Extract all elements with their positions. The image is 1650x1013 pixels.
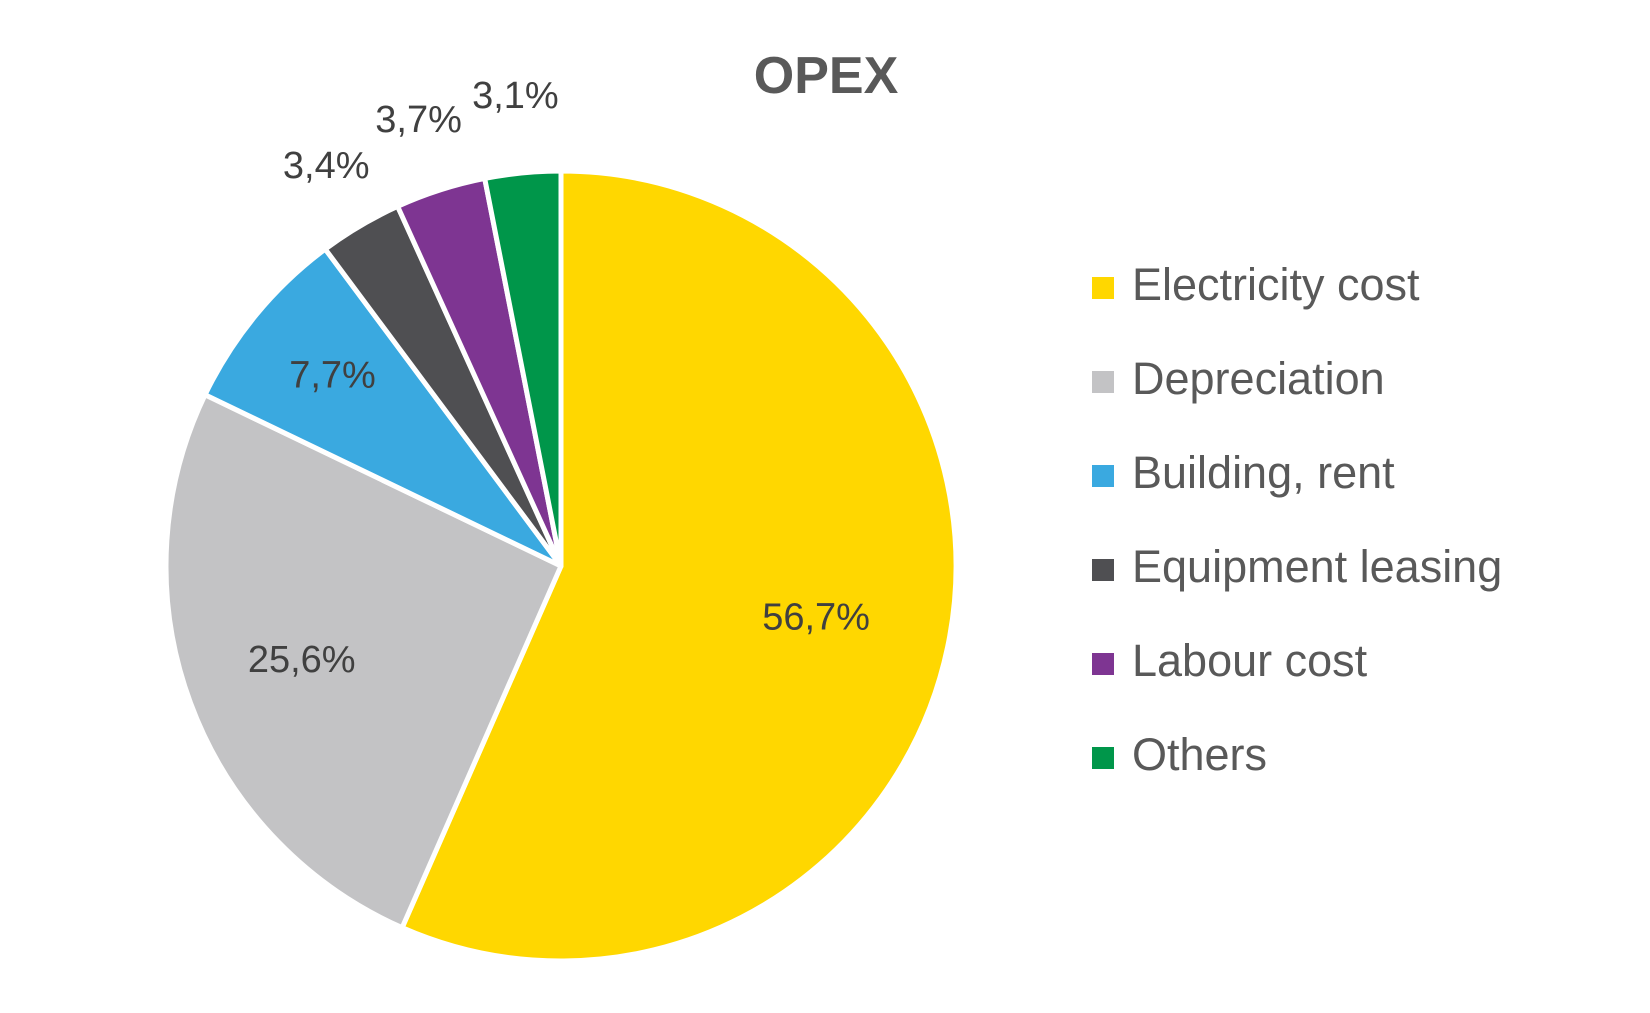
data-label-others: 3,1% — [472, 75, 559, 117]
legend-label-electricity-cost: Electricity cost — [1132, 259, 1420, 310]
pie-slice-others — [482, 168, 564, 569]
legend-item-others: Others — [1092, 729, 1267, 780]
legend-item-depreciation: Depreciation — [1092, 353, 1385, 404]
legend-item-labour-cost: Labour cost — [1092, 635, 1368, 686]
legend-label-equipment-leasing: Equipment leasing — [1132, 541, 1502, 592]
legend-label-labour-cost: Labour cost — [1132, 635, 1368, 686]
data-label-depreciation: 25,6% — [248, 639, 356, 681]
data-label-labour-cost: 3,7% — [375, 99, 462, 141]
data-label-equipment-leasing: 3,4% — [283, 145, 370, 187]
legend-label-building-rent: Building, rent — [1132, 447, 1395, 498]
legend-item-equipment-leasing: Equipment leasing — [1092, 541, 1502, 592]
legend-swatch-labour-cost — [1092, 653, 1114, 675]
pie-slice-building-rent — [202, 246, 564, 569]
chart-title: OPEX — [754, 47, 899, 105]
legend-label-depreciation: Depreciation — [1132, 353, 1385, 404]
pie-slices — [163, 168, 959, 964]
legend-swatch-depreciation — [1092, 371, 1114, 393]
chart-legend: Electricity cost Depreciation Building, re… — [1092, 259, 1502, 780]
legend-item-electricity-cost: Electricity cost — [1092, 259, 1420, 310]
legend-swatch-building-rent — [1092, 465, 1114, 487]
legend-swatch-others — [1092, 747, 1114, 769]
data-label-electricity-cost: 56,7% — [762, 597, 870, 639]
legend-swatch-electricity-cost — [1092, 277, 1114, 299]
data-label-building-rent: 7,7% — [289, 355, 376, 397]
pie-slice-electricity-cost — [399, 168, 959, 964]
legend-swatch-equipment-leasing — [1092, 559, 1114, 581]
pie-data-labels: 56,7% 25,6% 7,7% 3,4%3,7%3,1% — [248, 75, 870, 681]
pie-slice-depreciation — [163, 392, 564, 931]
legend-item-building-rent: Building, rent — [1092, 447, 1395, 498]
legend-label-others: Others — [1132, 729, 1267, 780]
